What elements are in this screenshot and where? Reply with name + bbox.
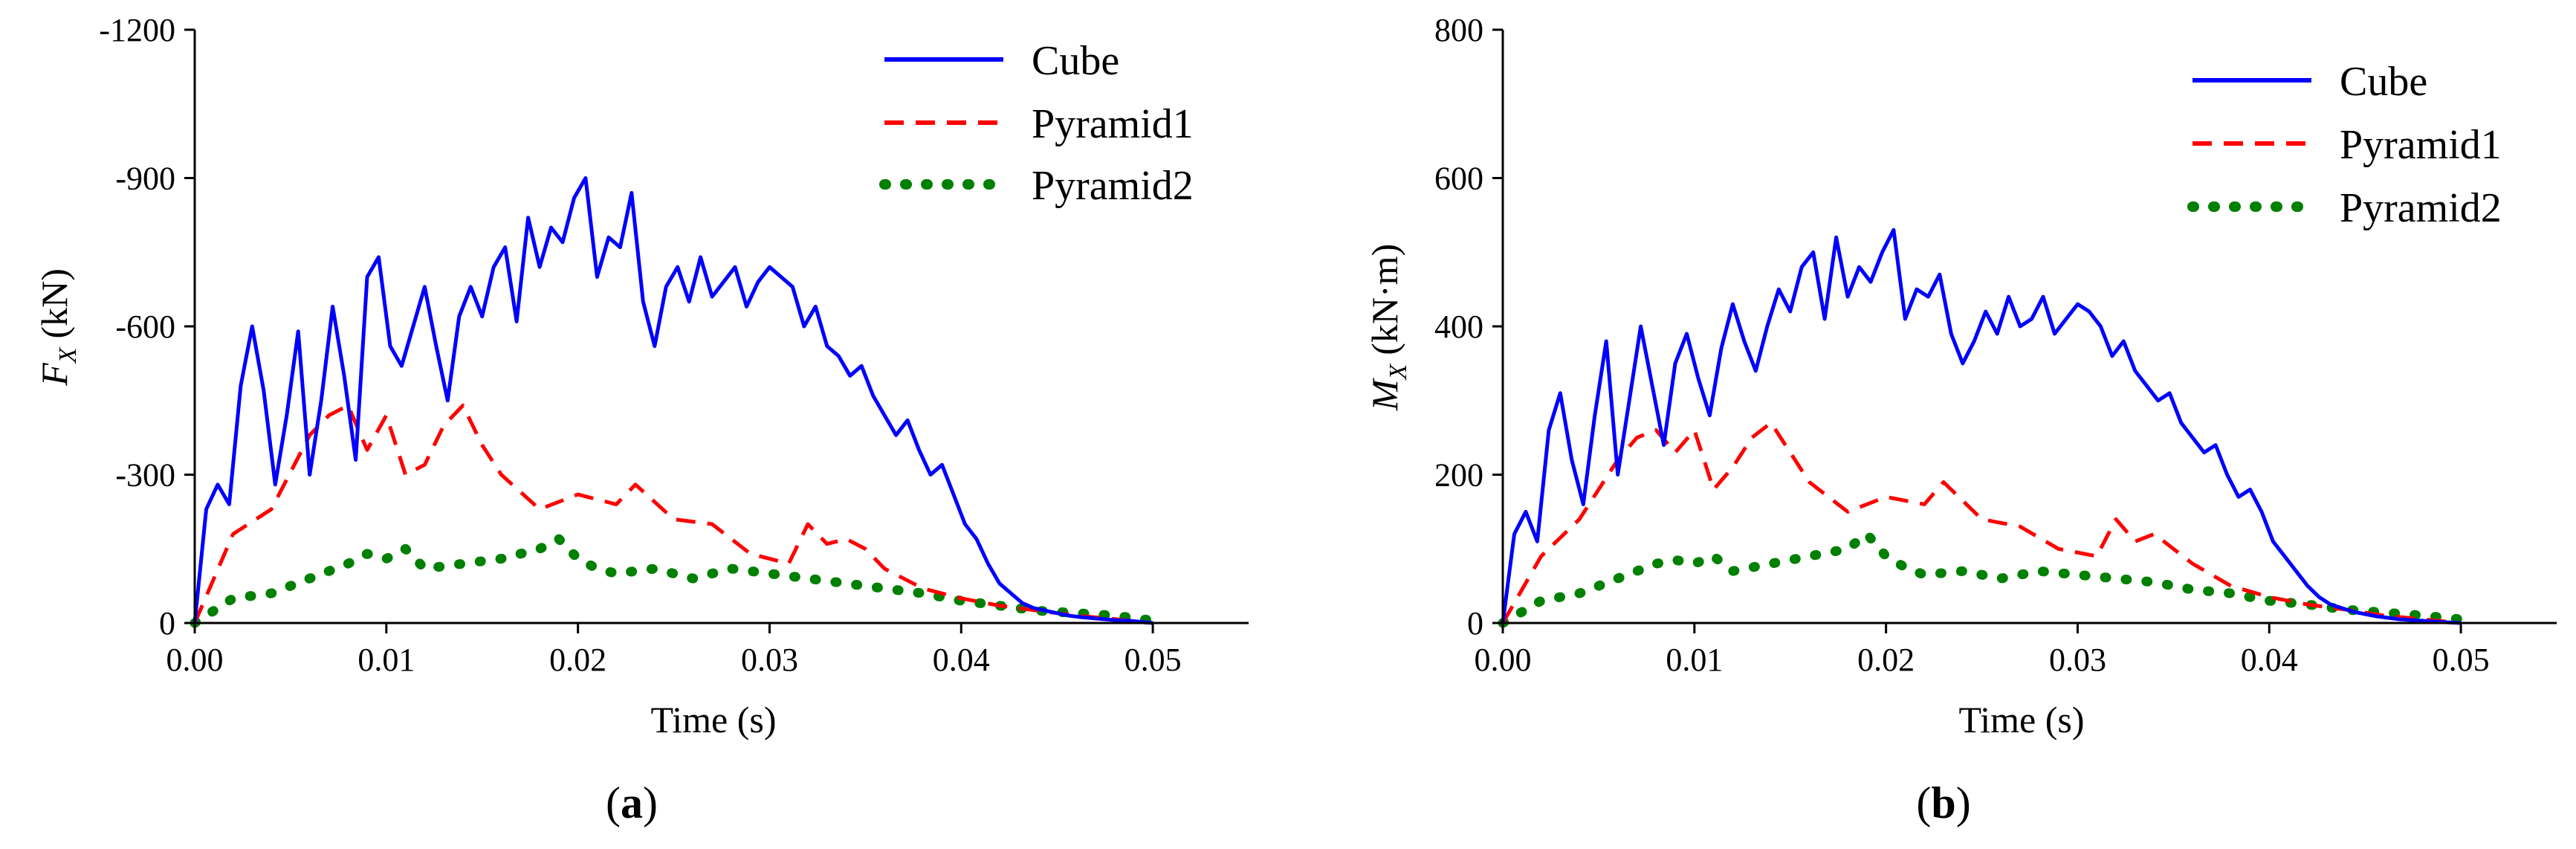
panel-b-y-tick-label: 400 xyxy=(1434,309,1483,345)
panel-a-legend-label-0: Cube xyxy=(1032,38,1119,84)
panel-a-x-tick-label: 0.03 xyxy=(741,642,798,678)
panel-a-label: (a) xyxy=(606,778,658,827)
panel-b-x-tick-label: 0.05 xyxy=(2433,642,2490,678)
panel-b-legend-label-1: Pyramid1 xyxy=(2340,122,2502,168)
panel-b-series-pyramid2-line xyxy=(1498,529,2466,628)
panel-a-x-axis-title: Time (s) xyxy=(650,699,776,740)
panel-b-x-tick-label: 0.01 xyxy=(1666,642,1723,678)
panel-a-x-tick-label: 0.00 xyxy=(166,642,224,678)
panel-b-series-cube-line xyxy=(1501,227,2462,625)
panel-b-ticks: 0.00 0.01 0.02 0.03 0.04 0.05 0 200 400 600 800 xyxy=(1434,12,2490,678)
panel-b-y-axis-title-main: M xyxy=(1364,378,1405,411)
panel-a-x-tick-label: 0.04 xyxy=(933,642,990,678)
panel-a-x-tick-label: 0.02 xyxy=(549,642,606,678)
panel-a-y-axis-title-main: F xyxy=(33,363,75,387)
panel-b-y-tick-label: 200 xyxy=(1434,457,1483,494)
panel-b-y-tick-label: 0 xyxy=(1467,605,1483,642)
panel-b-y-axis-title: MX (kN·m) xyxy=(1364,244,1412,411)
panel-a-label-close-paren: ) xyxy=(643,778,658,827)
panel-b-x-tick-label: 0.02 xyxy=(1857,642,1915,678)
panel-b-plot-area: 0.00 0.01 0.02 0.03 0.04 0.05 0 200 400 600 800 xyxy=(1434,12,2557,678)
panel-b-legend-label-2: Pyramid2 xyxy=(2340,185,2502,231)
panel-a-y-tick-label: 0 xyxy=(159,605,175,642)
panel-a-y-axis-title-sub: X xyxy=(54,346,82,364)
panel-a-legend: Cube Pyramid1 Pyramid2 xyxy=(879,38,1194,209)
panel-b-legend-label-0: Cube xyxy=(2340,59,2427,105)
panel-a-x-tick-label: 0.01 xyxy=(357,642,415,678)
panel-a-y-axis-title-unit: (kN) xyxy=(33,268,75,338)
panel-a: 0.00 0.01 0.02 0.03 0.04 0.05 0 -300 -600 -900 -12… xyxy=(33,12,1249,827)
panel-a-label-open-paren: ( xyxy=(606,778,621,827)
panel-b-x-tick-label: 0.04 xyxy=(2241,642,2298,678)
panel-a-y-tick-label: -1200 xyxy=(99,12,175,48)
panel-a-series-pyramid2-line xyxy=(190,534,1158,628)
panel-b-series-layer xyxy=(1498,227,2466,628)
panel-a-legend-label-1: Pyramid1 xyxy=(1032,101,1194,147)
panel-b-label-close-paren: ) xyxy=(1956,778,1971,827)
panel-a-x-tick-label: 0.05 xyxy=(1124,642,1182,678)
panel-b-y-tick-label: 600 xyxy=(1434,161,1483,197)
panel-a-y-tick-label: -300 xyxy=(115,457,175,494)
panel-b-y-axis-title-sub: X xyxy=(1385,364,1412,381)
panel-a-legend-label-2: Pyramid2 xyxy=(1032,163,1194,209)
panel-a-label-letter: a xyxy=(621,778,643,827)
panel-a-series-cube-line xyxy=(192,176,1153,625)
panel-b: 0.00 0.01 0.02 0.03 0.04 0.05 0 200 400 600 800 Ti… xyxy=(1364,12,2557,827)
panel-b-label-open-paren: ( xyxy=(1916,778,1931,827)
panel-a-ticks: 0.00 0.01 0.02 0.03 0.04 0.05 0 -300 -600 -900 -12… xyxy=(99,12,1181,678)
panel-b-x-axis-title: Time (s) xyxy=(1958,699,2084,740)
panel-a-y-axis-title: FX (kN) xyxy=(33,268,82,387)
panel-b-x-tick-label: 0.00 xyxy=(1475,642,1532,678)
panel-a-plot-area: 0.00 0.01 0.02 0.03 0.04 0.05 0 -300 -600 -900 -12… xyxy=(99,12,1249,678)
panel-b-legend: Cube Pyramid1 Pyramid2 xyxy=(2187,59,2502,231)
panel-a-y-tick-label: -600 xyxy=(115,309,175,345)
panel-b-x-tick-label: 0.03 xyxy=(2049,642,2106,678)
panel-b-label: (b) xyxy=(1916,778,1970,827)
panel-a-series-layer xyxy=(190,176,1158,628)
panel-a-y-tick-label: -900 xyxy=(115,161,175,197)
panel-b-label-letter: b xyxy=(1931,778,1955,827)
panel-b-y-axis-title-unit: (kN·m) xyxy=(1364,244,1405,355)
panel-b-y-tick-label: 800 xyxy=(1434,12,1483,48)
